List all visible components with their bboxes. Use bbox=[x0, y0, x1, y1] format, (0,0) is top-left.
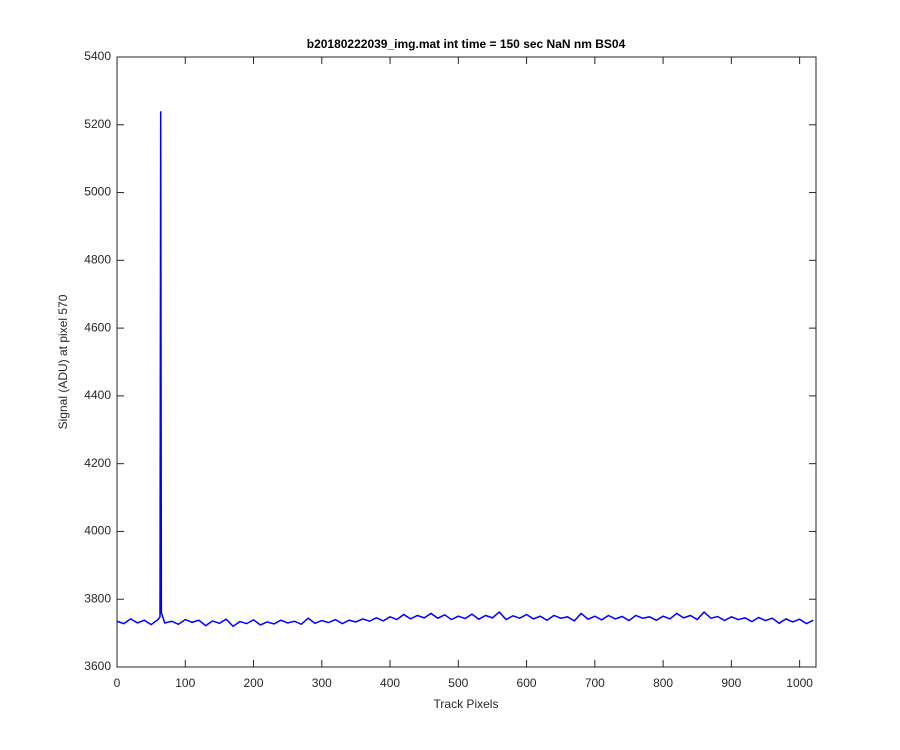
x-tick-label: 900 bbox=[721, 676, 741, 690]
x-tick-label: 300 bbox=[312, 676, 332, 690]
x-tick-label: 400 bbox=[380, 676, 400, 690]
chart-title: b20180222039_img.mat int time = 150 sec … bbox=[307, 37, 626, 51]
y-tick-label: 3600 bbox=[84, 659, 111, 673]
x-tick-label: 100 bbox=[175, 676, 195, 690]
x-axis-label: Track Pixels bbox=[434, 697, 499, 711]
x-tick-label: 800 bbox=[653, 676, 673, 690]
x-tick-label: 500 bbox=[448, 676, 468, 690]
y-tick-label: 4000 bbox=[84, 524, 111, 538]
y-tick-label: 4400 bbox=[84, 388, 111, 402]
y-axis-label: Signal (ADU) at pixel 570 bbox=[56, 294, 70, 429]
x-tick-label: 200 bbox=[244, 676, 264, 690]
data-line bbox=[116, 111, 814, 628]
axes-box bbox=[116, 56, 817, 668]
y-tick-label: 4800 bbox=[84, 253, 111, 267]
y-tick-label: 5400 bbox=[84, 49, 111, 63]
y-tick-label: 5200 bbox=[84, 117, 111, 131]
y-tick-label: 3800 bbox=[84, 591, 111, 605]
y-tick-label: 5000 bbox=[84, 185, 111, 199]
y-tick-label: 4200 bbox=[84, 456, 111, 470]
x-tick-label: 700 bbox=[585, 676, 605, 690]
x-tick-label: 0 bbox=[114, 676, 121, 690]
x-tick-label: 1000 bbox=[786, 676, 813, 690]
y-tick-label: 4600 bbox=[84, 320, 111, 334]
x-tick-label: 600 bbox=[517, 676, 537, 690]
